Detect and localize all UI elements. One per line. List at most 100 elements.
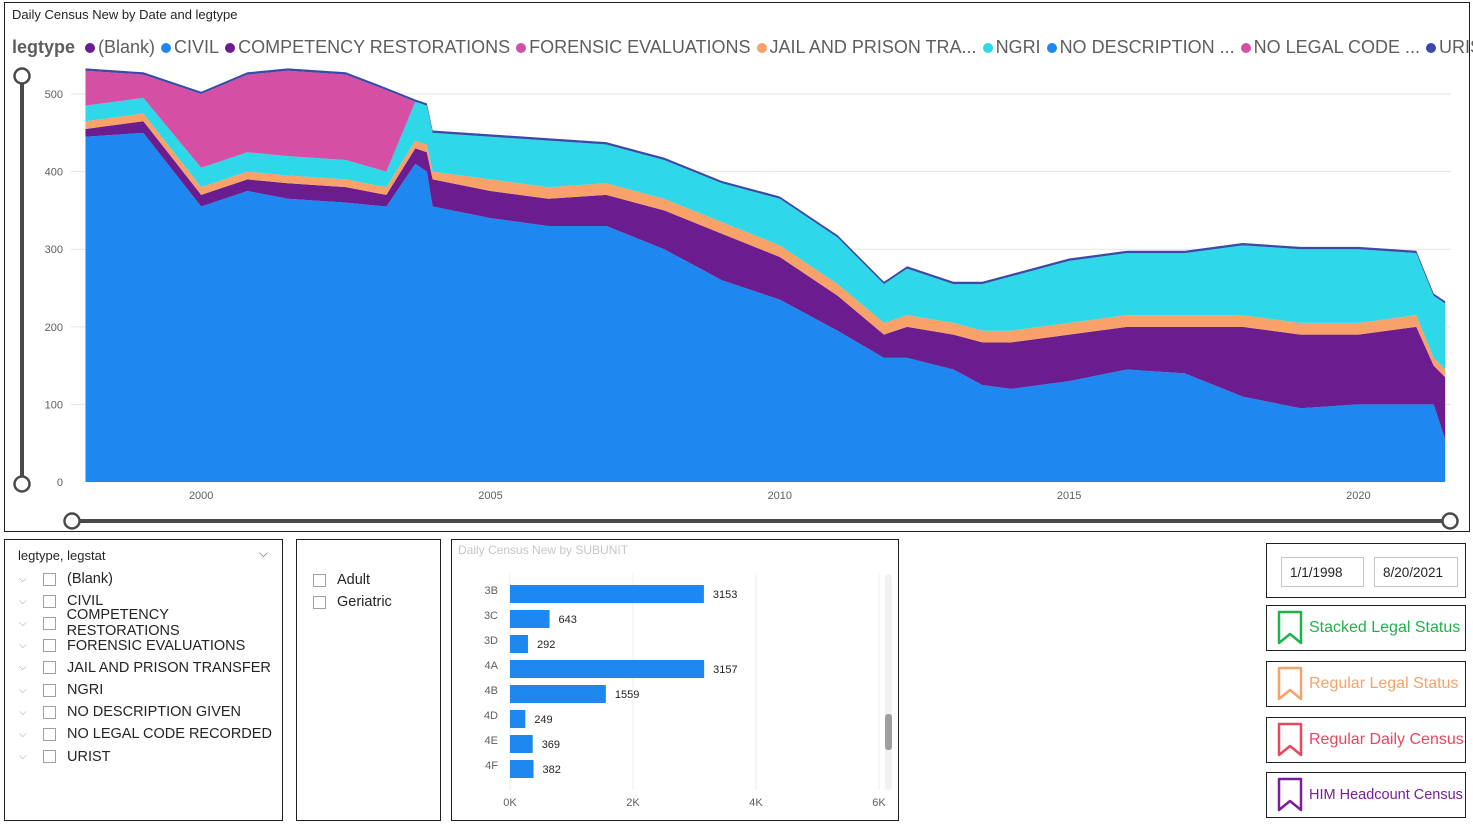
legend-dot [85,42,96,53]
bar[interactable] [510,710,526,728]
bar-value-label: 292 [537,639,555,651]
stacked-census-chart: 0 100 200 300 400 500 2000 2005 2010 2015 2020 [13,67,1459,530]
slicer-item[interactable]: ⌵ NO DESCRIPTION GIVEN [19,701,282,723]
expand-chevron-icon[interactable]: ⌵ [19,640,27,652]
legend-dot [982,42,993,53]
slicer-item[interactable]: ⌵ COMPETENCY RESTORATIONS [19,607,282,639]
legend-item-urist[interactable]: URIST [1425,37,1473,58]
bookmark-icon [1277,666,1303,701]
slicer-item[interactable]: ⌵ CIVIL [19,590,282,612]
legend-title: legtype [12,37,76,57]
legend-dot [1425,42,1436,53]
expand-chevron-icon[interactable]: ⌵ [19,595,27,607]
category-label: 4E [485,735,498,747]
slider-handle[interactable] [13,475,31,493]
scrollbar-track[interactable] [885,574,892,790]
legend-item-forensic[interactable]: FORENSIC EVALUATIONS [516,37,751,58]
slicer-item[interactable]: ⌵ FORENSIC EVALUATIONS [19,635,282,657]
slicer-item[interactable]: ⌵ (Blank) [19,568,282,590]
legend-item-civil[interactable]: CIVIL [161,37,219,58]
legend-item-no-description[interactable]: NO DESCRIPTION ... [1046,37,1235,58]
slicer-item-label: NGRI [67,682,104,699]
slicer-item[interactable]: ⌵ NO LEGAL CODE RECORDED [19,723,282,745]
him-headcount-census-button[interactable]: HIM Headcount Census [1266,772,1466,818]
bar-chart-title: Daily Census New by SUBUNIT [458,543,629,557]
chevron-down-icon[interactable]: ⌵ [258,546,268,560]
checkbox[interactable] [43,750,56,764]
checkbox[interactable] [43,661,56,675]
slicer-item-label: FORENSIC EVALUATIONS [67,637,246,654]
checkbox[interactable] [42,616,56,630]
slider-handle[interactable] [13,67,31,85]
category-label: 3C [484,610,498,622]
bookmark-icon [1277,610,1303,645]
bar-value-label: 3157 [713,664,737,676]
expand-chevron-icon[interactable]: ⌵ [19,573,27,585]
bar[interactable] [510,585,704,603]
slicer-item[interactable]: ⌵ URIST [19,746,282,768]
checkbox[interactable] [43,683,56,697]
category-label: 3B [485,585,498,597]
bar[interactable] [510,610,550,628]
checkbox[interactable] [43,572,56,586]
expand-chevron-icon[interactable]: ⌵ [19,662,27,674]
x-tick-label: 4K [749,797,763,809]
end-date-input[interactable]: 8/20/2021 [1374,557,1458,587]
stacked-legal-status-button[interactable]: Stacked Legal Status [1266,605,1466,651]
legend-label: CIVIL [174,37,220,57]
slicer-item[interactable]: ⌵ JAIL AND PRISON TRANSFER [19,657,282,679]
bookmark-icon [1277,777,1303,812]
legend-dot [1046,42,1057,53]
legend-item-blank[interactable]: (Blank) [85,37,155,58]
legend-label: COMPETENCY RESTORATIONS [238,37,511,57]
y-tick-label: 100 [45,399,63,411]
expand-chevron-icon[interactable]: ⌵ [19,751,27,763]
x-tick-label: 6K [872,797,886,809]
expand-chevron-icon[interactable]: ⌵ [19,728,27,740]
age-option-label: Adult [337,572,371,588]
y-tick-label: 300 [45,244,63,256]
start-date-input[interactable]: 1/1/1998 [1281,557,1364,587]
bar[interactable] [510,635,528,653]
y-tick-label: 400 [45,167,63,179]
bar[interactable] [510,660,705,678]
age-slicer: Adult Geriatric [296,539,441,821]
expand-chevron-icon[interactable]: ⌵ [19,617,27,629]
x-tick-label: 2015 [1057,490,1081,502]
scrollbar-thumb[interactable] [885,714,892,750]
button-label: Regular Daily Census [1309,731,1464,748]
checkbox[interactable] [43,594,56,608]
series-area-forensic-evaluations[interactable] [85,70,1446,304]
bookmark-icon [1277,722,1303,757]
series-area-competency-restorations[interactable] [85,121,1446,440]
bar-value-label: 382 [542,764,560,776]
expand-chevron-icon[interactable]: ⌵ [19,684,27,696]
legend-dot [756,42,767,53]
age-option[interactable]: Geriatric [313,591,392,613]
bar[interactable] [510,760,534,778]
legend-item-no-legal-code[interactable]: NO LEGAL CODE ... [1240,37,1420,58]
legend-item-ngri[interactable]: NGRI [982,37,1041,58]
slicer-item[interactable]: ⌵ NGRI [19,679,282,701]
category-label: 4B [485,685,498,697]
checkbox[interactable] [313,573,326,587]
checkbox[interactable] [43,727,56,741]
legend-label: NGRI [995,37,1041,57]
expand-chevron-icon[interactable]: ⌵ [19,706,27,718]
legend-label: JAIL AND PRISON TRA... [769,37,977,57]
legend-item-competency[interactable]: COMPETENCY RESTORATIONS [225,37,510,58]
series-area-civil[interactable] [85,132,1446,483]
slider-handle[interactable] [1441,512,1459,530]
checkbox[interactable] [43,705,56,719]
legend-item-jail[interactable]: JAIL AND PRISON TRA... [756,37,977,58]
regular-daily-census-button[interactable]: Regular Daily Census [1266,717,1466,763]
slider-handle[interactable] [63,512,81,530]
checkbox[interactable] [43,639,56,653]
age-option[interactable]: Adult [313,569,392,591]
regular-legal-status-button[interactable]: Regular Legal Status [1266,661,1466,707]
series-area-ngri[interactable] [85,97,1446,370]
bar[interactable] [510,685,606,703]
checkbox[interactable] [313,595,326,609]
series-area-jail-and-prison-transfer[interactable] [85,113,1446,378]
bar[interactable] [510,735,533,753]
